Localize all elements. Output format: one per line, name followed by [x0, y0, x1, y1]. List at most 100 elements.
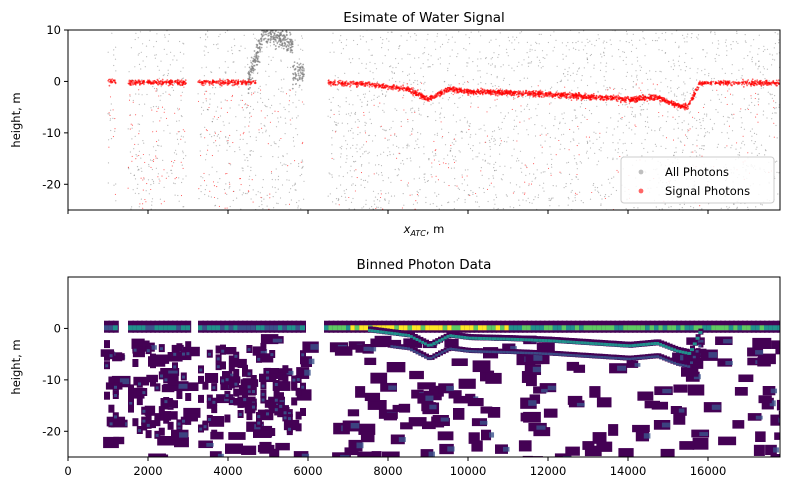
- photon-point: [744, 34, 746, 36]
- photon-point: [774, 95, 776, 97]
- photon-point: [213, 142, 215, 144]
- photon-point: [364, 186, 366, 189]
- photon-point: [303, 68, 305, 70]
- photon-point: [397, 62, 399, 64]
- photon-point: [523, 108, 526, 110]
- photon-point: [631, 39, 633, 42]
- photon-point: [467, 143, 470, 145]
- photon-point: [347, 123, 349, 125]
- photon-point: [205, 34, 207, 36]
- photon-point: [751, 101, 753, 104]
- photon-point: [664, 39, 667, 41]
- photon-point: [289, 31, 291, 34]
- photon-point: [115, 183, 117, 185]
- photon-point: [406, 184, 408, 186]
- photon-point: [442, 97, 444, 99]
- photon-point: [167, 84, 170, 87]
- photon-point: [489, 184, 491, 186]
- photon-point: [610, 193, 612, 195]
- photon-point: [406, 144, 408, 146]
- photon-point: [416, 80, 418, 82]
- photon-point: [480, 82, 482, 84]
- photon-point: [219, 83, 222, 86]
- photon-point: [586, 150, 588, 152]
- photon-point: [625, 149, 628, 151]
- photon-point: [741, 122, 743, 124]
- photon-point: [156, 33, 158, 35]
- photon-point: [500, 66, 502, 68]
- photon-point: [640, 114, 642, 116]
- photon-point: [271, 104, 273, 106]
- photon-point: [478, 152, 480, 154]
- photon-point: [254, 54, 256, 56]
- photon-point: [281, 27, 283, 29]
- photon-point: [266, 194, 268, 196]
- photon-point: [647, 151, 649, 153]
- photon-point: [377, 106, 379, 108]
- photon-point: [757, 68, 759, 70]
- photon-point: [236, 197, 238, 199]
- photon-point: [256, 39, 258, 41]
- photon-point: [476, 65, 478, 67]
- photon-point: [390, 181, 392, 183]
- photon-point: [413, 178, 415, 180]
- photon-point: [267, 38, 270, 41]
- photon-point: [432, 64, 434, 66]
- photon-point: [776, 160, 778, 162]
- photon-point: [721, 94, 723, 96]
- photon-point: [526, 92, 529, 95]
- photon-point: [241, 94, 243, 96]
- photon-point: [646, 108, 648, 110]
- photon-point: [420, 133, 422, 135]
- photon-point: [303, 198, 305, 200]
- photon-point: [340, 41, 342, 44]
- photon-point: [378, 84, 380, 86]
- photon-point: [434, 111, 436, 113]
- photon-point: [207, 51, 209, 54]
- photon-point: [138, 123, 141, 125]
- photon-point: [285, 204, 287, 206]
- photon-point: [337, 77, 339, 79]
- photon-point: [420, 97, 422, 100]
- photon-point: [291, 87, 294, 90]
- photon-point: [384, 198, 386, 200]
- photon-point: [425, 196, 427, 198]
- photon-point: [513, 191, 515, 193]
- top-plot-area: [107, 27, 780, 210]
- photon-point: [690, 205, 692, 208]
- photon-point: [302, 161, 304, 163]
- photon-point: [620, 118, 622, 120]
- photon-point: [691, 33, 693, 35]
- photon-point: [753, 143, 755, 145]
- photon-point: [144, 66, 146, 68]
- photon-point: [541, 50, 544, 52]
- photon-point: [585, 152, 588, 154]
- photon-point: [160, 60, 162, 62]
- photon-point: [227, 143, 229, 145]
- photon-point: [672, 100, 675, 103]
- photon-point: [298, 63, 301, 66]
- photon-point: [513, 70, 515, 72]
- photon-point: [529, 173, 531, 175]
- photon-point: [592, 92, 595, 95]
- photon-point: [605, 71, 607, 73]
- photon-point: [151, 179, 153, 181]
- photon-point: [232, 199, 234, 202]
- photon-point: [631, 142, 633, 144]
- photon-point: [213, 93, 215, 95]
- photon-point: [697, 68, 699, 70]
- photon-point: [276, 34, 279, 36]
- photon-point: [660, 81, 662, 83]
- photon-point: [108, 84, 111, 87]
- photon-point: [527, 134, 529, 136]
- photon-point: [328, 98, 330, 100]
- photon-point: [335, 130, 337, 132]
- photon-point: [492, 85, 494, 87]
- photon-point: [262, 30, 265, 33]
- photon-point: [392, 87, 395, 89]
- photon-point: [610, 43, 612, 46]
- photon-point: [572, 138, 574, 140]
- photon-point: [604, 194, 607, 196]
- photon-point: [239, 149, 241, 151]
